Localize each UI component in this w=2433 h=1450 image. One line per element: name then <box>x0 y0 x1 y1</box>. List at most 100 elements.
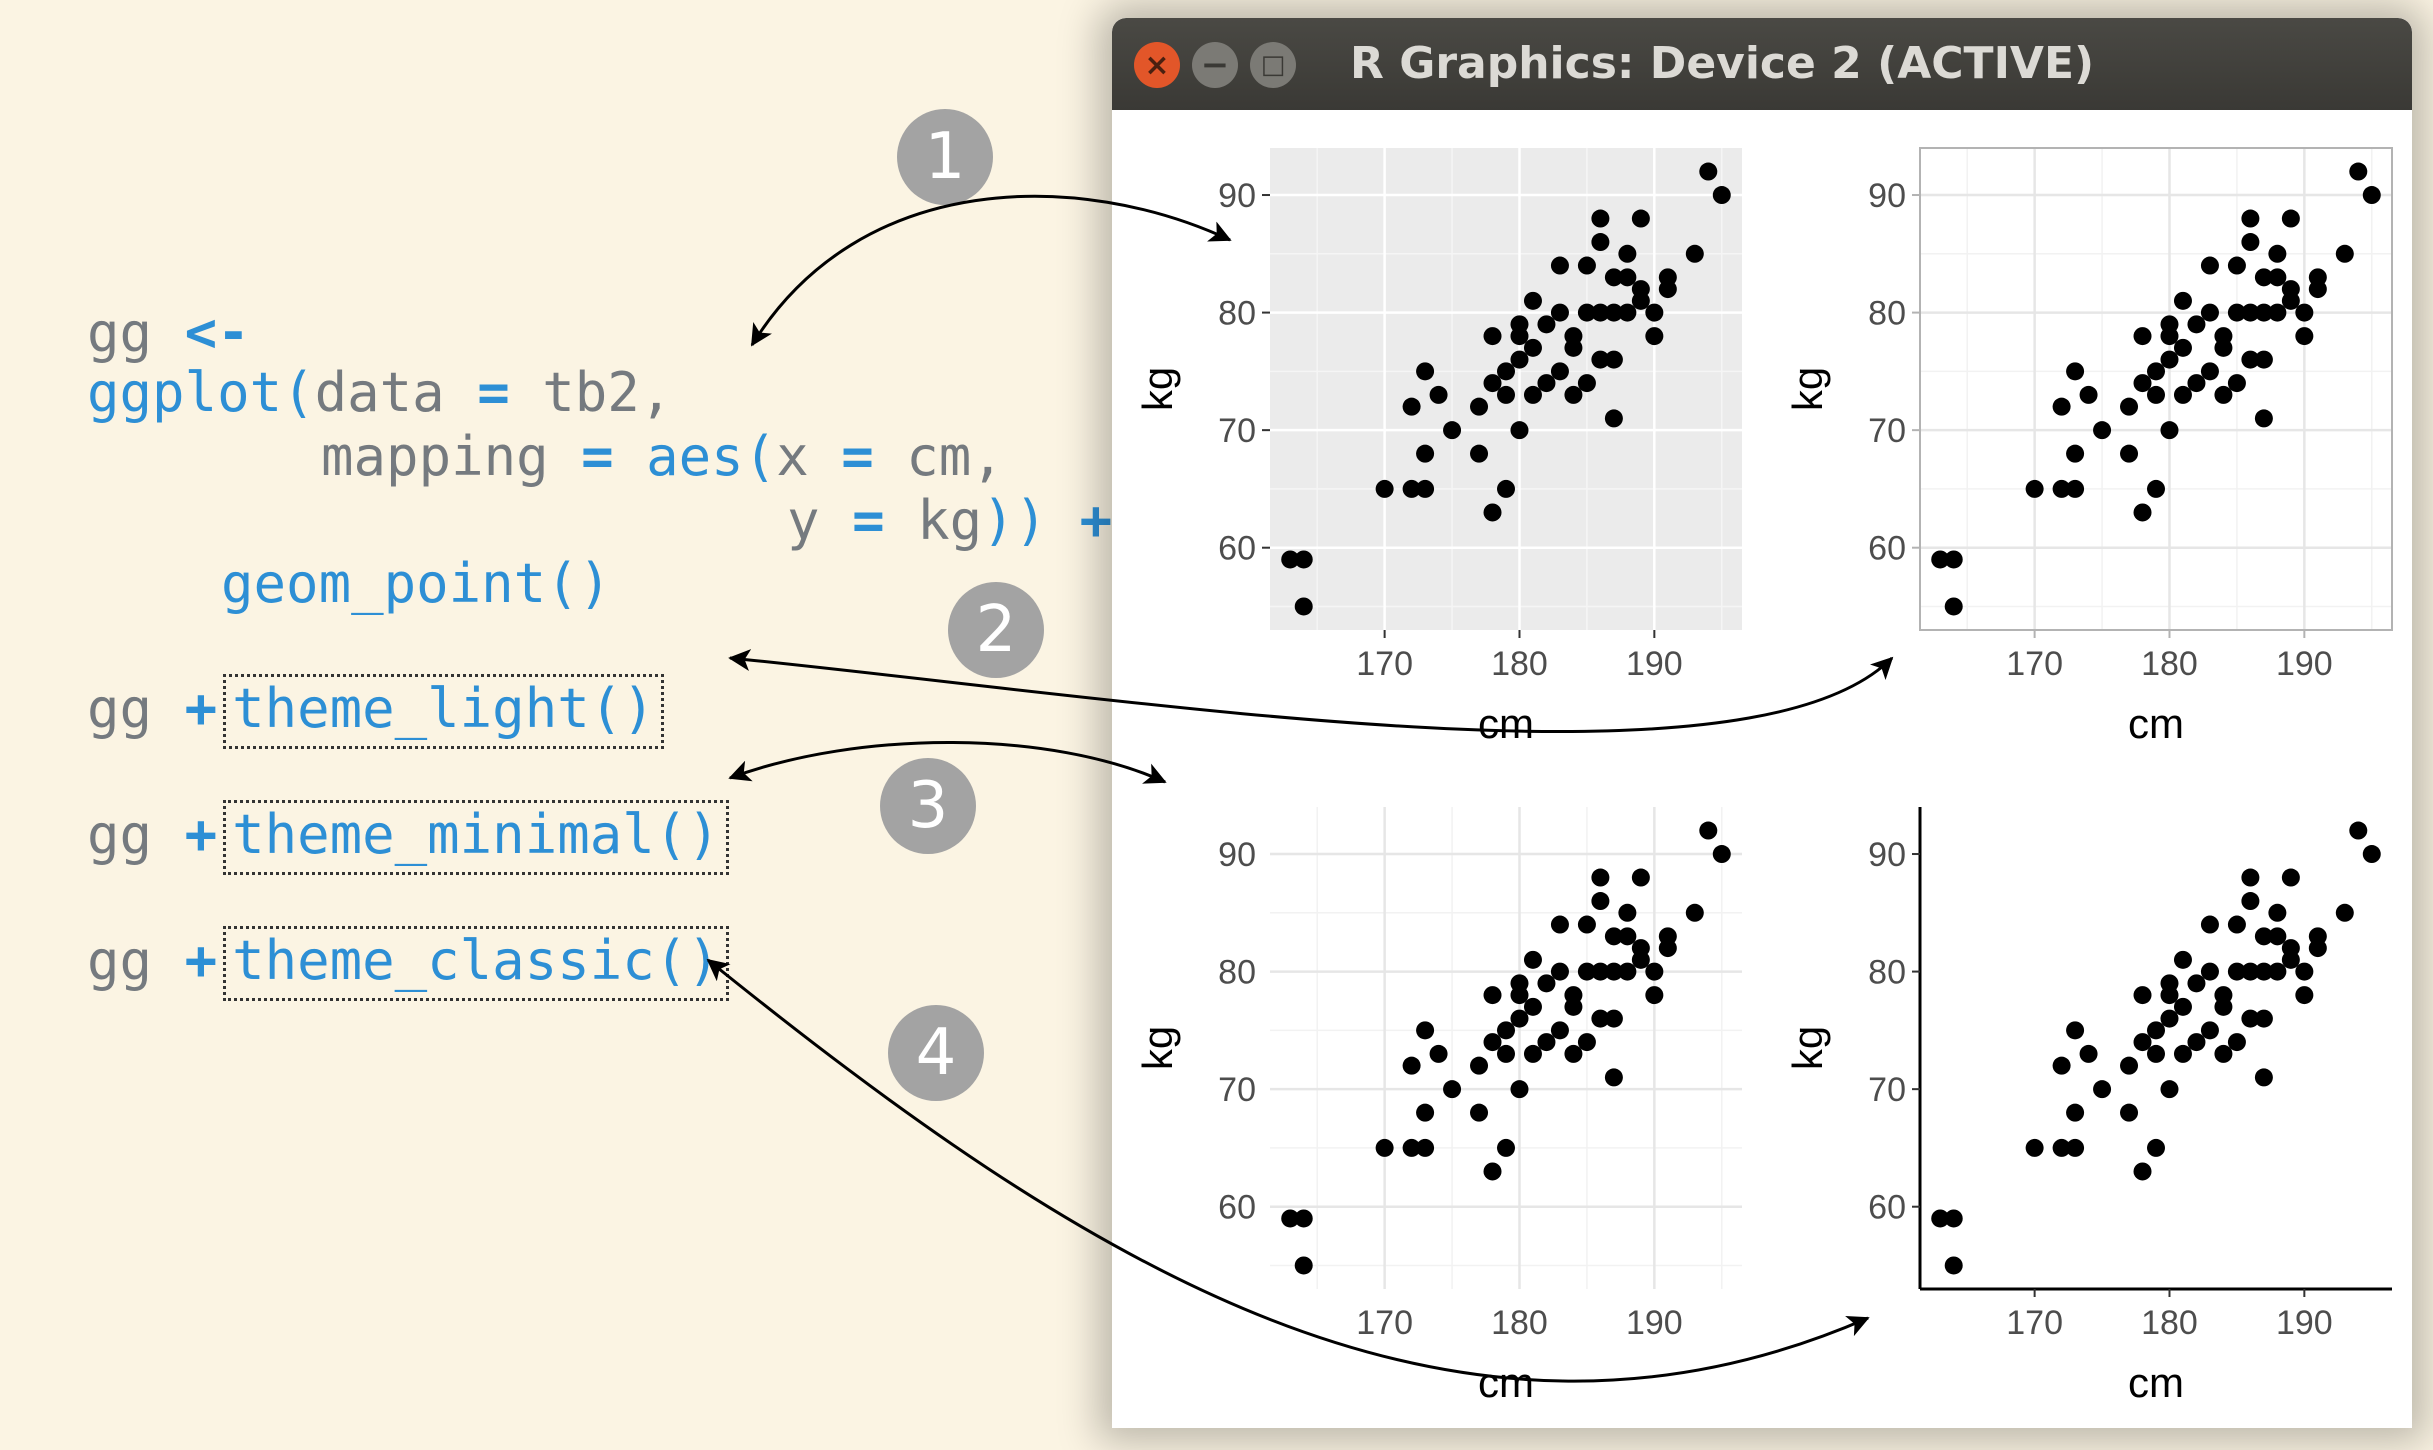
data-point <box>1550 256 1569 275</box>
data-point <box>1416 444 1435 463</box>
data-point <box>2160 1080 2179 1099</box>
minimize-button[interactable]: − <box>1192 42 1238 88</box>
data-point <box>2362 186 2381 205</box>
code-plus: + <box>184 677 218 740</box>
data-point <box>2173 997 2192 1016</box>
data-point <box>1591 209 1610 228</box>
code-eq: = <box>841 425 874 488</box>
code-line-assign: gg <- <box>22 252 250 360</box>
data-point <box>2295 986 2314 1005</box>
data-point <box>2295 303 2314 322</box>
close-button[interactable]: × <box>1134 42 1180 88</box>
data-point <box>2200 256 2219 275</box>
data-point <box>2187 315 2206 334</box>
data-point <box>1618 903 1637 922</box>
data-point <box>1443 421 1462 440</box>
data-point <box>1523 291 1542 310</box>
data-point <box>1699 162 1718 181</box>
data-point <box>1604 268 1623 287</box>
data-point <box>2173 385 2192 404</box>
data-point <box>1591 892 1610 911</box>
data-point <box>1537 374 1556 393</box>
data-point <box>1470 444 1489 463</box>
data-point <box>2241 1009 2260 1028</box>
data-point <box>1497 479 1515 498</box>
data-point <box>2173 950 2192 969</box>
data-point <box>2052 479 2071 498</box>
data-point <box>2268 927 2287 946</box>
data-point <box>1699 821 1718 840</box>
x-tick-label: 170 <box>2006 1304 2063 1342</box>
data-point <box>1618 244 1637 263</box>
data-point <box>2066 479 2085 498</box>
code-paren: ( <box>743 425 777 488</box>
y-tick-label: 90 <box>1218 177 1256 215</box>
code-plus: + <box>1079 489 1113 552</box>
data-point <box>1645 303 1664 322</box>
code-paren: )) <box>982 489 1048 552</box>
data-point <box>1550 303 1569 322</box>
data-point <box>2241 303 2260 322</box>
arrow-3 <box>728 741 1167 784</box>
data-point <box>2241 892 2260 911</box>
data-point <box>1591 868 1610 887</box>
code-fn-geom-point: geom_point() <box>221 552 612 615</box>
code-plus: + <box>184 929 218 992</box>
data-point <box>2281 950 2300 969</box>
data-point <box>1564 385 1583 404</box>
data-point <box>1658 939 1677 958</box>
data-point <box>2160 315 2179 334</box>
data-point <box>1523 385 1542 404</box>
data-point <box>2254 927 2273 946</box>
data-point <box>2052 397 2071 416</box>
data-point <box>1483 374 1502 393</box>
code-val-tb2: tb2, <box>542 361 673 424</box>
data-point <box>2214 385 2233 404</box>
data-point <box>2254 962 2273 981</box>
code-val-cm: cm, <box>906 425 1004 488</box>
data-point <box>1591 303 1610 322</box>
data-point <box>2295 327 2314 346</box>
y-tick-label: 90 <box>1868 177 1906 215</box>
data-point <box>2281 291 2300 310</box>
y-tick-label: 90 <box>1218 836 1256 874</box>
code-line-theme-light: gg + theme_light() <box>22 628 664 749</box>
code-eq: = <box>852 489 885 552</box>
code-var-gg: gg <box>87 803 153 866</box>
data-point <box>2160 1009 2179 1028</box>
data-point <box>2227 374 2246 393</box>
code-eq: = <box>477 361 510 424</box>
data-point <box>2066 1103 2085 1122</box>
data-point <box>1604 927 1623 946</box>
data-point <box>2147 362 2165 381</box>
data-point <box>2187 1033 2206 1052</box>
data-point <box>2120 1103 2139 1122</box>
maximize-button[interactable]: □ <box>1250 42 1296 88</box>
x-tick-label: 190 <box>2276 645 2333 683</box>
data-point <box>2227 303 2246 322</box>
data-point <box>2254 1009 2273 1028</box>
data-point <box>1604 350 1623 369</box>
data-point <box>2308 939 2327 958</box>
code-fn-aes: aes <box>646 425 744 488</box>
data-point <box>2349 162 2368 181</box>
data-point <box>2227 256 2246 275</box>
y-tick-label: 60 <box>1868 530 1906 568</box>
code-assign-op: <- <box>184 301 250 364</box>
data-point <box>2227 915 2246 934</box>
data-point <box>1591 233 1610 252</box>
code-line-geom: geom_point() <box>156 503 611 611</box>
window-titlebar[interactable]: × − □ R Graphics: Device 2 (ACTIVE) <box>1112 18 2412 110</box>
data-point <box>2214 997 2233 1016</box>
data-point <box>1618 303 1637 322</box>
badge-1: 1 <box>897 109 993 205</box>
data-point <box>1294 550 1313 569</box>
data-point <box>2133 986 2152 1005</box>
data-point <box>2241 233 2260 252</box>
data-point <box>1564 338 1583 357</box>
panel-border <box>1919 147 2393 631</box>
data-point <box>1618 927 1637 946</box>
y-tick-label: 70 <box>1868 412 1906 450</box>
x-axis-title: cm <box>2128 1359 2184 1406</box>
